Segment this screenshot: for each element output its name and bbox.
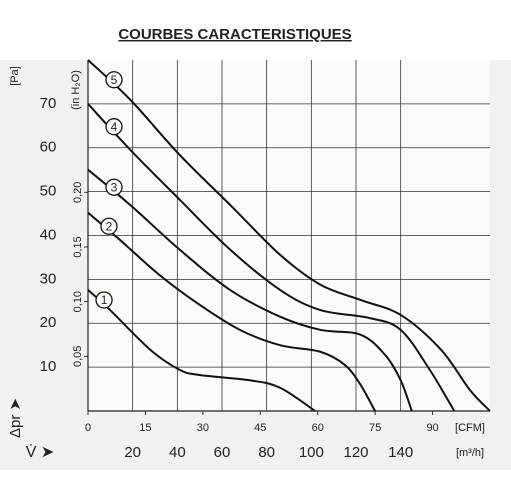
curve-marker [105,178,123,196]
x2-tick-label: 60 [312,422,324,434]
x2-axis-label: [CFM] [455,422,485,434]
y-tick-label: 70 [40,95,57,112]
x2-tick-label: 30 [197,422,209,434]
curve-marker [95,291,113,309]
y2-tick-label: 0,20 [72,182,84,203]
curve-label: 5 [111,73,118,87]
curve-marker [105,118,123,136]
x-axis-symbol: V̇ ➤ [26,443,55,461]
curve-marker [100,217,118,235]
y-tick-label: 50 [40,183,57,200]
y-axis-label: [Pa] [9,66,21,86]
x-tick-label: 40 [169,444,186,461]
curve [87,103,456,412]
x2-tick-label: 15 [139,422,151,434]
curve-label: 1 [101,293,108,307]
curve [87,168,413,412]
x-tick-label: 60 [214,444,231,461]
curve-marker [105,71,123,89]
x2-tick-label: 75 [369,422,381,434]
y-tick-label: 10 [40,358,57,375]
y-axis-symbol: Δpr ➤ [7,398,24,438]
y2-tick-label: 0,05 [72,346,84,367]
curve [87,289,316,412]
x-tick-label: 20 [124,444,141,461]
y-tick-label: 40 [40,226,57,243]
y2-tick-label: 0,15 [72,236,84,257]
curve [87,211,376,412]
curve-label: 4 [111,120,118,134]
x-axis-label: [m³/h] [456,447,484,459]
y-tick-label: 30 [40,270,57,287]
x2-tick-label: 0 [85,422,91,434]
x-tick-label: 140 [388,444,413,461]
curve [87,59,491,412]
x2-tick-label: 45 [254,422,266,434]
x-tick-label: 120 [343,444,368,461]
y2-axis-label: (in H₂O) [70,70,82,110]
y2-tick-label: 0,10 [72,291,84,312]
curve-label: 3 [111,180,118,194]
x-tick-label: 80 [258,444,275,461]
y-tick-label: 20 [40,314,57,331]
curve-label: 2 [106,219,113,233]
x2-tick-label: 90 [426,422,438,434]
chart-title: COURBES CARACTERISTIQUES [118,26,351,43]
x-tick-label: 100 [299,444,324,461]
y-tick-label: 60 [40,139,57,156]
